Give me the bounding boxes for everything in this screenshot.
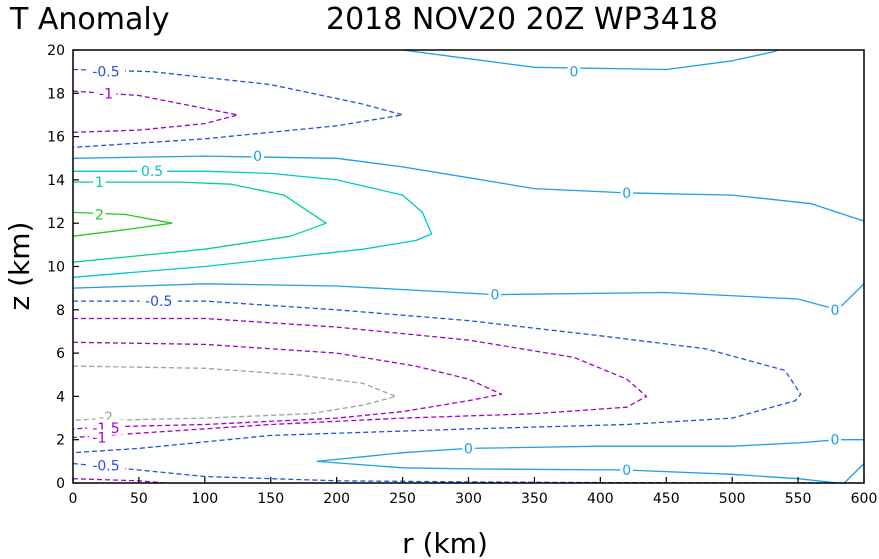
- x-tick-label-0: 0: [69, 491, 78, 507]
- contour-label-10: -0.5: [139, 293, 178, 310]
- svg-text:-0.5: -0.5: [92, 65, 119, 81]
- contour-label-13: -1: [88, 429, 110, 447]
- y-tick-label-0: 0: [56, 476, 65, 492]
- y-axis-ticks: 0 2 4 6 8 10 12 14 16 18 20: [47, 43, 79, 492]
- x-tick-label-3: 150: [257, 491, 284, 507]
- svg-text:0: 0: [464, 441, 473, 457]
- y-axis-title: z (km): [3, 222, 36, 311]
- contour-line-2-6: [72, 211, 173, 237]
- x-tick-label-9: 450: [653, 491, 680, 507]
- contour-line-0-2: [402, 49, 779, 71]
- svg-text:0: 0: [622, 463, 631, 479]
- contour-label-7: 2: [93, 206, 106, 224]
- contour-label-5: 0.5: [137, 163, 167, 180]
- contour-line--0p5-8: [72, 300, 802, 454]
- contour-line-1-5: [72, 181, 327, 263]
- contour-line--1-1: [72, 90, 239, 133]
- svg-text:0: 0: [831, 303, 840, 319]
- contour-line-0-3: [72, 155, 865, 222]
- svg-text:0: 0: [570, 65, 579, 81]
- x-tick-label-10: 500: [719, 491, 746, 507]
- contour-line-0-16: [843, 463, 865, 484]
- y-tick-label-3: 6: [56, 346, 65, 362]
- y-tick-label-4: 8: [56, 303, 65, 319]
- chart-title-right: 2018 NOV20 20Z WP3418: [326, 2, 718, 37]
- x-tick-label-7: 350: [521, 491, 548, 507]
- contour-label-0: -0.5: [87, 63, 125, 81]
- contour-line--2-11: [72, 365, 397, 421]
- contour-label-14: 0: [462, 440, 475, 457]
- contour-label-6: 1: [93, 174, 106, 191]
- svg-text:0.5: 0.5: [141, 164, 163, 180]
- svg-text:0: 0: [490, 288, 499, 304]
- chart-title-left: T Anomaly: [9, 2, 169, 37]
- svg-text:0: 0: [831, 433, 840, 449]
- contour-line--0p5-0: [72, 68, 404, 149]
- x-tick-label-6: 300: [455, 491, 482, 507]
- x-tick-label-1: 50: [130, 491, 148, 507]
- contour-lines: [72, 49, 865, 484]
- contour-label-9: 0: [828, 301, 842, 319]
- x-axis-title: r (km): [402, 527, 488, 559]
- y-tick-label-5: 10: [47, 260, 65, 276]
- x-tick-label-8: 400: [587, 491, 614, 507]
- svg-text:2: 2: [95, 208, 104, 224]
- contour-line--1-9: [72, 317, 648, 439]
- x-tick-label-2: 100: [191, 491, 218, 507]
- x-tick-label-4: 200: [323, 491, 350, 507]
- contour-line-0-7: [72, 283, 865, 311]
- y-tick-label-2: 4: [56, 389, 65, 405]
- svg-text:-0.5: -0.5: [145, 294, 172, 310]
- contour-line-0-15: [316, 460, 838, 484]
- contour-label-8: 0: [488, 286, 502, 304]
- y-tick-label-10: 20: [47, 43, 65, 59]
- contour-line-0-14: [316, 439, 864, 463]
- x-tick-label-12: 600: [851, 491, 878, 507]
- contour-line--1p5-10: [72, 341, 503, 430]
- svg-text:0: 0: [622, 186, 631, 202]
- contour-label-1: -1: [95, 85, 117, 102]
- svg-text:-1: -1: [99, 86, 113, 102]
- contour-label-2: 0: [567, 63, 581, 81]
- svg-text:1: 1: [95, 175, 104, 191]
- contour-label-4: 0: [620, 184, 633, 202]
- contour-label-17: -0.5: [87, 457, 125, 475]
- svg-text:-1: -1: [92, 431, 106, 447]
- y-tick-label-8: 16: [47, 130, 65, 146]
- x-tick-label-11: 550: [785, 491, 812, 507]
- contour-label-15: 0: [828, 431, 842, 449]
- contour-label-3: 0: [251, 148, 264, 165]
- contour-label-16: 0: [620, 462, 633, 479]
- y-tick-label-7: 14: [47, 173, 65, 189]
- y-tick-label-6: 12: [47, 216, 65, 232]
- x-axis-ticks: 0 50 100 150 200 250 300 350 400 450 500 550 600: [69, 477, 878, 507]
- x-tick-label-5: 250: [389, 491, 416, 507]
- y-tick-label-9: 18: [47, 86, 65, 102]
- svg-text:-0.5: -0.5: [92, 459, 119, 475]
- contour-line-0p5-4: [72, 170, 433, 278]
- svg-text:0: 0: [253, 149, 262, 165]
- y-tick-label-1: 2: [56, 433, 65, 449]
